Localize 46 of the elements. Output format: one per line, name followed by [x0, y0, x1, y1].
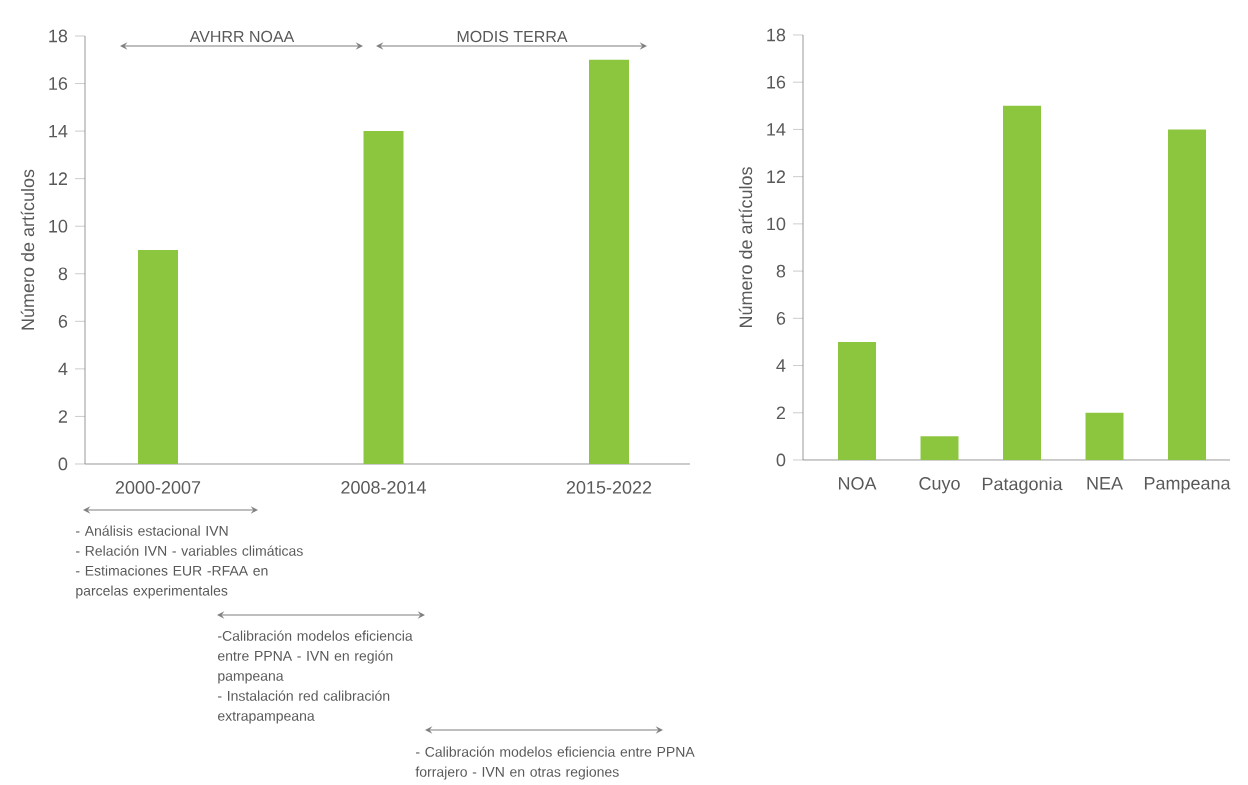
- y-tick-label: 2: [58, 410, 68, 423]
- bar: [138, 249, 178, 464]
- bar: [1168, 129, 1207, 460]
- text: - Relación IVN - variables climáticas: [76, 545, 303, 556]
- x-tick-label: 2000-2007: [115, 481, 201, 494]
- x-tick-label: Cuyo: [919, 477, 960, 494]
- x-tick-label: 2015-2022: [566, 481, 652, 494]
- text: -Calibración modelos eficiencia entre PPNA - IVN en región pampeana: [218, 630, 413, 684]
- y-tick-label: 12: [49, 172, 68, 185]
- bar: [1003, 105, 1042, 460]
- annotation: MODIS TERRA: [457, 30, 568, 43]
- y-tick-label: 6: [776, 311, 786, 325]
- text: - Calibración modelos eficiencia entre PPNA forrajero - IVN en otras regiones: [415, 746, 695, 780]
- x-tick-label: Patagonia: [982, 477, 1063, 494]
- y-tick-label: 10: [49, 219, 68, 233]
- bar: [363, 131, 404, 464]
- y-tick-label: 0: [776, 453, 786, 467]
- text: - Análisis estacional IVN: [76, 525, 228, 536]
- bar: [838, 341, 877, 460]
- y-tick-label: 10: [767, 217, 786, 231]
- y-tick-label: 14: [767, 123, 786, 136]
- y-axis-title: Número de artículos: [20, 169, 35, 330]
- y-tick-label: 6: [58, 314, 68, 328]
- x-tick-label: 2008-2014: [341, 481, 426, 494]
- y-tick-label: 14: [49, 124, 68, 138]
- y-tick-label: 0: [58, 457, 68, 471]
- y-tick-label: 16: [767, 75, 786, 89]
- y-tick-label: 8: [58, 267, 68, 281]
- annotation: AVHRR NOAA: [189, 30, 295, 43]
- x-tick-label: NEA: [1087, 477, 1123, 490]
- x-tick-label: NOA: [838, 477, 877, 490]
- bar: [1085, 412, 1124, 460]
- y-tick-label: 18: [49, 29, 68, 43]
- bar: [589, 59, 629, 464]
- y-tick-label: 18: [767, 28, 786, 42]
- y-axis-title: Número de artículos: [738, 167, 753, 328]
- y-tick-label: 12: [767, 170, 786, 183]
- bar: [920, 436, 959, 460]
- y-tick-label: 2: [776, 406, 786, 420]
- y-tick-label: 8: [776, 264, 786, 278]
- text: - Estimaciones EUR -RFAA en parcelas experimentales: [76, 565, 268, 599]
- y-tick-label: 4: [58, 362, 68, 376]
- y-tick-label: 4: [776, 359, 786, 372]
- y-tick-label: 16: [49, 77, 68, 90]
- text: - Instalación red calibración extrapampeana: [218, 690, 390, 724]
- x-tick-label: Pampeana: [1144, 477, 1231, 494]
